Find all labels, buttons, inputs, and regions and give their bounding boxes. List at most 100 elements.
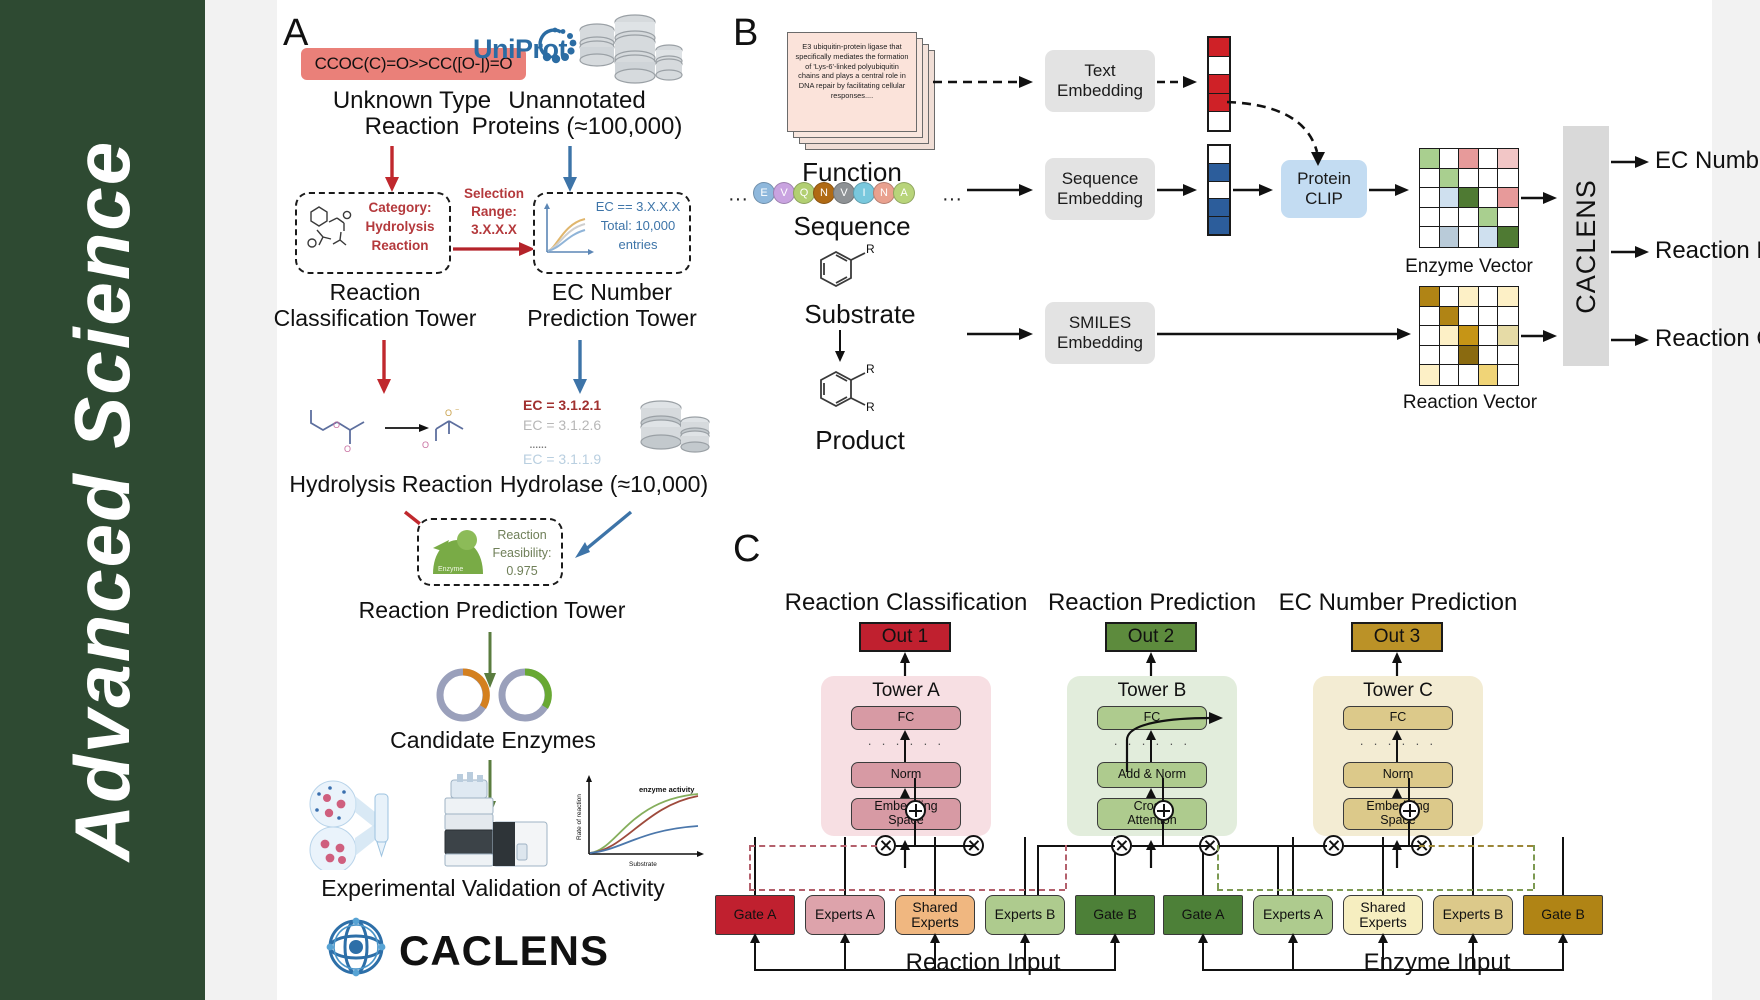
reaction-matrix-cell-4-3: [1478, 365, 1499, 385]
smiles-string-box: CCOC(C)=O>>CC([O-])=O: [301, 48, 526, 80]
enzyme-shared-experts-line-0: Shared: [1360, 898, 1406, 915]
out-box-3[interactable]: Out 3: [1351, 622, 1443, 652]
sequence-vector-cell-2: [1209, 181, 1229, 200]
tower-1-box-2: Cross- Attention: [1097, 798, 1207, 830]
enzyme-input-stem-2: [1382, 935, 1384, 971]
enzyme-gate-a[interactable]: Gate A: [1163, 895, 1243, 935]
text-vector-cell-1: [1209, 56, 1229, 76]
tower-2-arrow-1: [1392, 788, 1402, 798]
residue-q-2: Q: [793, 182, 815, 204]
tower-b-sum-node: [1153, 800, 1174, 821]
reaction-gate-a[interactable]: Gate A: [715, 895, 795, 935]
reaction-input-arrowhead-2: [930, 933, 940, 943]
conn-reaction-row: [896, 845, 974, 847]
conn-a-up: [914, 821, 916, 847]
enzyme-activity-plot: enzyme activity Rate of reaction Substra…: [576, 775, 704, 868]
enzyme-matrix-cell-3-0: [1420, 207, 1440, 228]
reaction-matrix-cell-3-0: [1420, 345, 1440, 366]
enzyme-matrix-cell-2-3: [1478, 188, 1499, 208]
caclens-logo-text: CACLENS: [399, 927, 610, 974]
function-card-text: E3 ubiquitin-protein ligase that specifi…: [795, 42, 909, 100]
figure-sheet: A CCOC(C)=O>>CC([O-])=O Unknown Type Rea…: [274, 0, 1760, 1000]
output-ec-number: EC Number: [1655, 147, 1760, 174]
arrow-clip-to-enzyme-vector: [1369, 184, 1409, 196]
svg-text:−: −: [455, 407, 459, 414]
sequence-ellipsis-right: ···: [942, 188, 962, 210]
out-box-2[interactable]: Out 2: [1105, 622, 1197, 652]
residue-i-5: I: [853, 182, 875, 204]
smiles-embedding-line1: SMILES: [1068, 313, 1132, 333]
sequence-embedding-line2: Embedding: [1056, 189, 1143, 208]
enzyme-matrix-cell-0-0: [1420, 149, 1440, 169]
enzyme-matrix-cell-3-2: [1459, 207, 1479, 228]
ec-tower-label-line1: EC Number: [551, 279, 673, 305]
reaction-vector-matrix: [1419, 286, 1519, 386]
hydrolase-database-icon: [640, 400, 710, 453]
enzyme-experts-b[interactable]: Experts B: [1433, 895, 1513, 935]
enzyme-matrix-cell-4-2: [1459, 227, 1479, 247]
reaction-matrix-cell-2-4: [1498, 326, 1518, 346]
selection-line2: Range:: [471, 204, 517, 219]
out-box-1[interactable]: Out 1: [859, 622, 951, 652]
smiles-embedding-line2: Embedding: [1056, 333, 1143, 352]
reaction-shared-experts[interactable]: Shared Experts: [895, 895, 975, 935]
ec-tower-label-line2: Prediction Tower: [527, 305, 697, 331]
arrow-tower-to-out-3: [1392, 652, 1402, 676]
hydrolase-label: Hydrolase (≈10,000): [499, 471, 709, 497]
reaction-experts-b[interactable]: Experts B: [985, 895, 1065, 935]
reaction-tower-label-line1: Reaction: [329, 279, 421, 305]
enzyme-out-stem-1: [1292, 837, 1294, 895]
journal-cover-band: [0, 0, 205, 1000]
substrate-structure-icon: R: [820, 244, 875, 288]
arrow-reaction-vector-to-caclens: [1521, 330, 1557, 342]
smiles-embedding-box: SMILES Embedding: [1045, 302, 1155, 364]
reaction-matrix-cell-4-4: [1498, 365, 1518, 385]
reaction-matrix-cell-1-1: [1439, 306, 1460, 327]
tower-c-sum-node: [1399, 800, 1420, 821]
svg-text:O: O: [333, 420, 340, 430]
uniprot-logo: UniProt: [473, 34, 568, 65]
panel-c-letter: C: [733, 528, 761, 570]
reaction-tower-label-line2: Classification Tower: [273, 305, 477, 331]
enzyme-matrix-cell-1-1: [1439, 168, 1460, 189]
enzyme-matrix-cell-1-0: [1420, 168, 1440, 189]
residue-v-1: V: [773, 182, 795, 204]
enzyme-experts-a[interactable]: Experts A: [1253, 895, 1333, 935]
tower-2-box-2-line-0: Embedding: [1366, 799, 1430, 814]
reaction-gate-b[interactable]: Gate B: [1075, 895, 1155, 935]
residue-n-6: N: [873, 182, 895, 204]
enzyme-matrix-cell-2-2: [1459, 188, 1479, 208]
selection-line1: Selection: [463, 186, 525, 201]
sequence-vector-cell-4: [1209, 217, 1229, 234]
reaction-shared-experts-line-0: Shared: [912, 898, 958, 915]
reaction-matrix-cell-0-0: [1420, 287, 1440, 307]
reaction-out-stem-0: [754, 837, 756, 895]
reaction-matrix-cell-2-1: [1439, 326, 1460, 346]
enzyme-matrix-cell-0-3: [1478, 149, 1499, 169]
plasmid-icons: [436, 668, 552, 722]
conn-a-to-tower: [914, 778, 916, 802]
enzyme-input-bus: [1203, 969, 1563, 971]
enzyme-shared-experts[interactable]: Shared Experts: [1343, 895, 1423, 935]
reaction-experts-a[interactable]: Experts A: [805, 895, 885, 935]
reaction-matrix-cell-4-0: [1420, 365, 1440, 385]
product-structure-icon: R R: [820, 362, 875, 414]
conn-b-up: [1162, 821, 1164, 847]
substrate-label: Substrate: [804, 299, 916, 329]
column-title-0: Reaction Classification: [784, 589, 1028, 616]
enzyme-matrix-cell-2-1: [1439, 188, 1460, 208]
tower-0-arrow-1: [900, 788, 910, 798]
reaction-input-bus: [755, 969, 1115, 971]
product-label: Product: [815, 425, 905, 455]
tower-0-box-1: Norm: [851, 762, 961, 788]
enzyme-out-stem-4: [1562, 837, 1564, 895]
reaction-shared-experts-line-1: Experts: [911, 914, 959, 930]
reaction-matrix-cell-3-1: [1439, 345, 1460, 366]
enzyme-input-stem-1: [1292, 935, 1294, 971]
reaction-input-stem-4: [1114, 935, 1116, 971]
tower-1-arrow-1: [1146, 788, 1156, 798]
hydrolysis-reaction-label: Hydrolysis Reaction: [289, 471, 493, 497]
tower-2-arrow-0: [1392, 730, 1402, 762]
enzyme-gate-b[interactable]: Gate B: [1523, 895, 1603, 935]
